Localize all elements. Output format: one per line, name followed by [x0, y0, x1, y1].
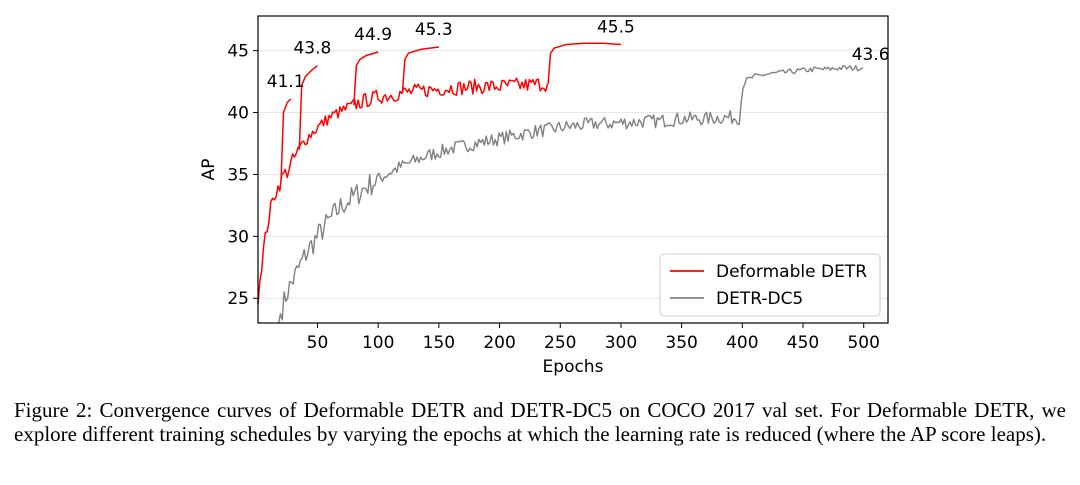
x-tick-label: 400	[726, 333, 758, 353]
plot-frame	[257, 15, 889, 324]
series-branch-deformable-detr	[547, 42, 622, 85]
series-branch-deformable-detr	[401, 46, 439, 93]
x-tick-label: 100	[362, 333, 394, 353]
x-tick-label: 500	[847, 333, 879, 353]
x-tick-label: 50	[307, 333, 329, 353]
y-tick-label: 40	[227, 104, 249, 124]
end-label-deformable-detr: 45.5	[597, 17, 635, 37]
end-label-deformable-detr: 44.9	[354, 25, 392, 45]
end-label-detr-dc5: 43.6	[852, 45, 890, 65]
x-axis-label: Epochs	[543, 357, 604, 377]
axis-ticks: 25 30 35 40 45 50 100 150 200 250 300 350 400 450 500	[227, 42, 880, 353]
y-axis-label: AP	[199, 159, 219, 181]
x-tick-label: 200	[483, 333, 515, 353]
end-label-deformable-detr: 41.1	[267, 72, 305, 92]
legend: Deformable DETR DETR-DC5	[659, 253, 881, 317]
end-label-deformable-detr: 43.8	[293, 39, 331, 59]
series-line-detr-dc5	[277, 65, 864, 324]
end-label-deformable-detr: 45.3	[415, 20, 453, 40]
figure-caption: Figure 2: Convergence curves of Deformab…	[14, 398, 1066, 446]
legend-box	[659, 253, 881, 317]
y-tick-label: 25	[227, 289, 249, 309]
y-tick-label: 30	[227, 227, 249, 247]
y-tick-label: 45	[227, 42, 249, 62]
series-branch-deformable-detr	[298, 64, 318, 150]
legend-label-detr-dc5: DETR-DC5	[716, 289, 803, 309]
x-tick-label: 150	[423, 333, 455, 353]
x-tick-label: 250	[544, 333, 576, 353]
x-tick-label: 450	[787, 333, 819, 353]
x-tick-label: 350	[665, 333, 697, 353]
legend-label-deformable-detr: Deformable DETR	[716, 262, 867, 282]
x-tick-label: 300	[605, 333, 637, 353]
series-branch-deformable-detr	[353, 51, 379, 106]
series-branch-deformable-detr	[280, 98, 292, 181]
series-layer	[257, 42, 864, 324]
y-tick-label: 35	[227, 165, 249, 185]
annotations: 43.6 41.1 43.8 44.9 45.3 45.5	[267, 17, 890, 91]
